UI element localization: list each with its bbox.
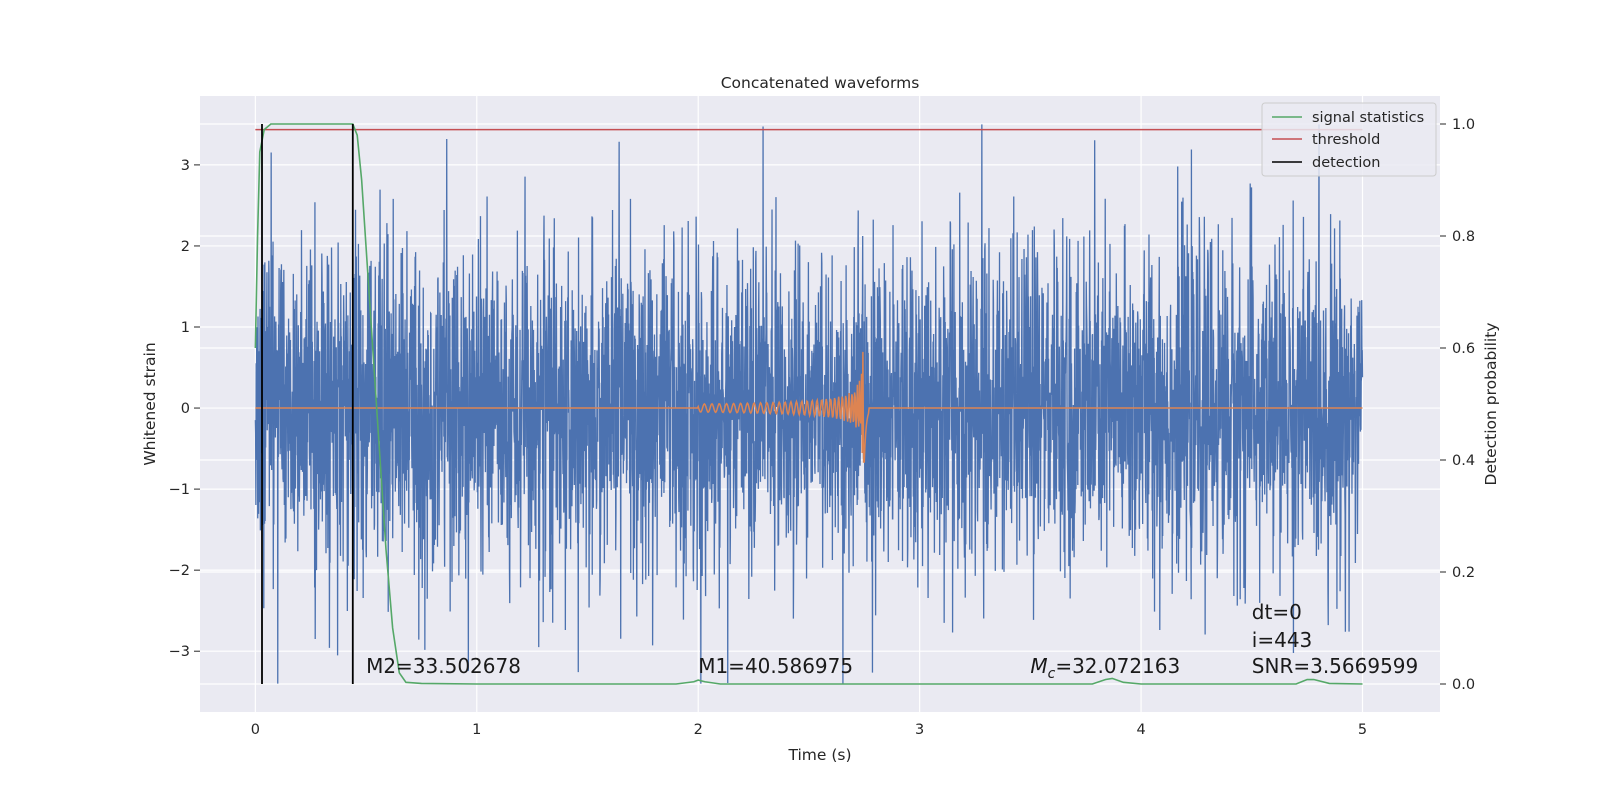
y2-tick-label: 0.6 xyxy=(1452,341,1475,357)
x-tick-label: 3 xyxy=(915,722,924,738)
injected-waveform-series xyxy=(255,351,1363,463)
x-tick-label: 1 xyxy=(472,722,481,738)
y-tick-label: 0 xyxy=(181,401,190,417)
y-tick-label: −1 xyxy=(169,482,190,498)
annotations: M2=33.502678 M1=40.586975 Mc=32.072163 SNR=… xyxy=(366,600,1418,682)
injected-waveform-line xyxy=(255,351,1363,463)
y-tick-label: 3 xyxy=(181,158,190,174)
legend-label-threshold: threshold xyxy=(1312,132,1380,148)
legend-label-detection: detection xyxy=(1312,155,1380,171)
y2-tick-label: 1.0 xyxy=(1452,117,1475,133)
legend-box xyxy=(1261,102,1437,177)
legend: signal statistics threshold detection xyxy=(1261,102,1437,177)
legend-label-signal-statistics: signal statistics xyxy=(1312,110,1424,126)
chart-title: Concatenated waveforms xyxy=(721,74,920,92)
x-tick-label: 5 xyxy=(1358,722,1367,738)
annotation-text: M1=40.586975 xyxy=(698,654,853,678)
annotation-text: SNR=3.5669599 xyxy=(1252,654,1418,678)
y2-tick-label: 0.2 xyxy=(1452,565,1475,581)
x-tick-label: 2 xyxy=(694,722,703,738)
x-axis-label: Time (s) xyxy=(787,746,851,764)
strain-series xyxy=(254,124,1364,684)
y-tick-label: −3 xyxy=(169,644,190,660)
y2-axis-label: Detection probability xyxy=(1482,323,1500,486)
tick-labels: 0 1 2 3 4 5 −3 −2 −1 0 1 2 3 0.0 0.2 0.4 0.6 0.8 1.0 xyxy=(169,117,1475,738)
annotation-text: Mc=32.072163 xyxy=(1030,654,1180,682)
x-tick-label: 0 xyxy=(251,722,260,738)
y-tick-label: 1 xyxy=(181,320,190,336)
annotation-text: i=443 xyxy=(1252,628,1313,652)
strain-line xyxy=(254,124,1364,684)
y-tick-label: −2 xyxy=(169,563,190,579)
y-axis-label: Whitened strain xyxy=(141,342,159,465)
detection-lines xyxy=(261,124,354,684)
signal-statistics-line xyxy=(254,123,1363,685)
x-tick-label: 4 xyxy=(1136,722,1145,738)
y2-tick-label: 0.0 xyxy=(1452,677,1475,693)
signal-statistics-series xyxy=(254,123,1363,685)
y2-tick-label: 0.8 xyxy=(1452,229,1475,245)
y-tick-label: 2 xyxy=(181,239,190,255)
annotation-text: M2=33.502678 xyxy=(366,654,521,678)
annotation-text: dt=0 xyxy=(1252,600,1302,624)
y2-tick-label: 0.4 xyxy=(1452,453,1475,469)
